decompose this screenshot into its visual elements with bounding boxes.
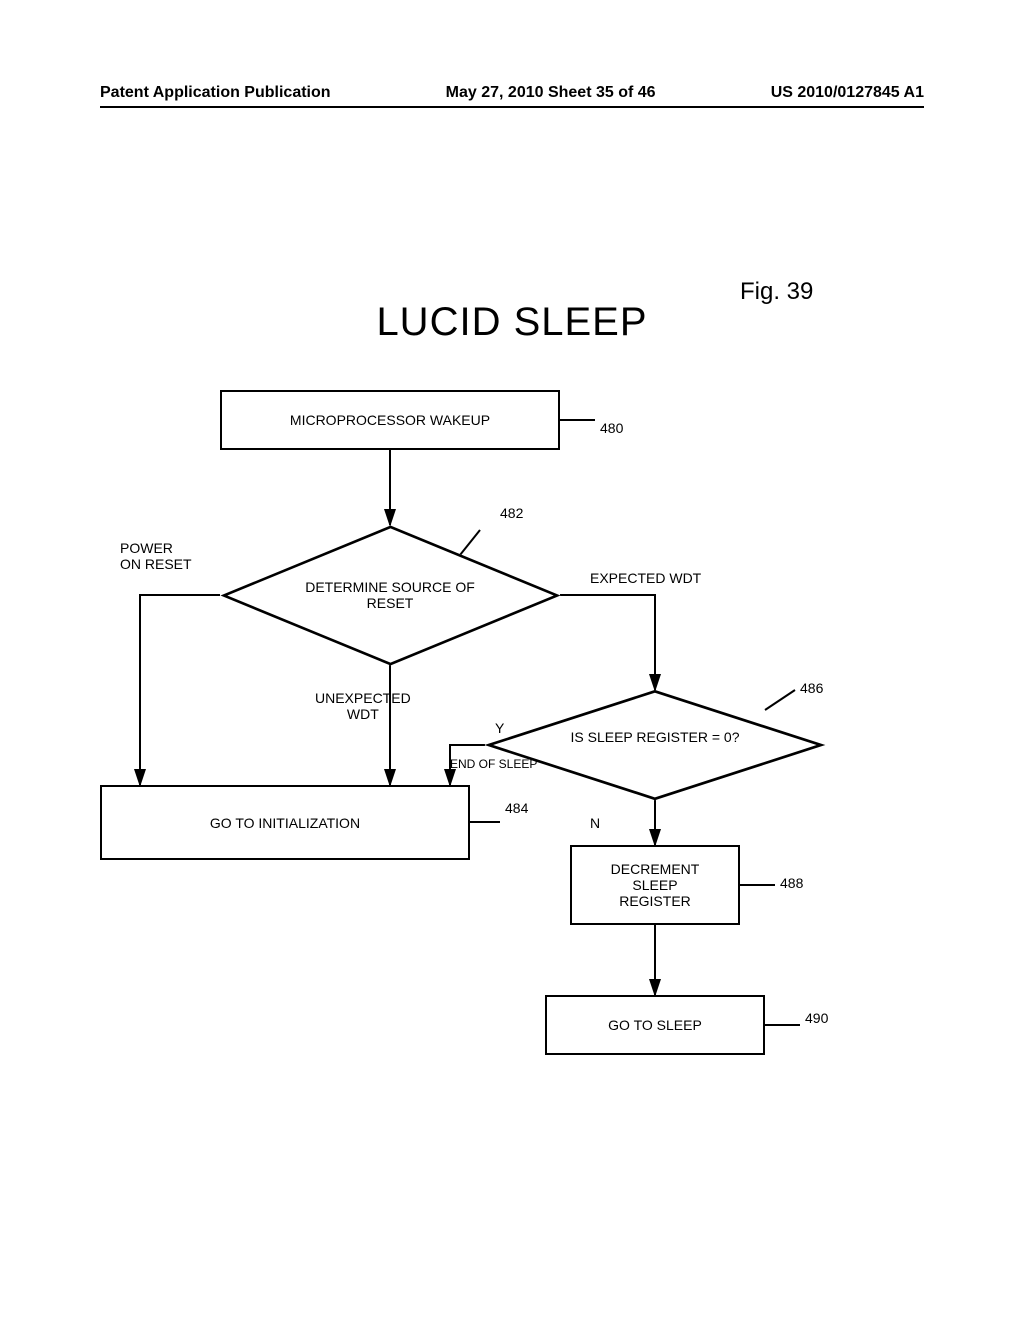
node-go-to-initialization: GO TO INITIALIZATION [100, 785, 470, 860]
node-label: MICROPROCESSOR WAKEUP [290, 412, 490, 428]
node-label: DETERMINE SOURCE OF RESET [220, 579, 560, 611]
ref-490: 490 [805, 1010, 828, 1026]
node-determine-source: DETERMINE SOURCE OF RESET [220, 525, 560, 665]
header-center: May 27, 2010 Sheet 35 of 46 [446, 84, 656, 102]
ref-486: 486 [800, 680, 823, 696]
node-label: DECREMENT SLEEP REGISTER [611, 861, 700, 909]
edge-label-no: N [590, 815, 600, 831]
ref-480: 480 [600, 420, 623, 436]
node-label: IS SLEEP REGISTER = 0? [485, 729, 825, 745]
ref-482: 482 [500, 505, 523, 521]
edge-label-end-of-sleep: END OF SLEEP [450, 757, 537, 771]
node-go-to-sleep: GO TO SLEEP [545, 995, 765, 1055]
header-right: US 2010/0127845 A1 [771, 84, 924, 102]
ref-484: 484 [505, 800, 528, 816]
node-label: GO TO SLEEP [608, 1017, 702, 1033]
node-label: GO TO INITIALIZATION [210, 815, 360, 831]
flowchart: MICROPROCESSOR WAKEUP GO TO INITIALIZATI… [100, 390, 924, 1090]
node-decrement-sleep-register: DECREMENT SLEEP REGISTER [570, 845, 740, 925]
edge-label-unexpected-wdt: UNEXPECTED WDT [315, 690, 411, 722]
ref-488: 488 [780, 875, 803, 891]
edge-label-expected-wdt: EXPECTED WDT [590, 570, 701, 586]
node-is-sleep-register-zero: IS SLEEP REGISTER = 0? [485, 690, 825, 800]
header-rule [100, 106, 924, 108]
diagram-title: LUCID SLEEP [0, 300, 1024, 345]
page: Patent Application Publication May 27, 2… [0, 0, 1024, 1320]
edge-label-power-on-reset: POWER ON RESET [120, 540, 192, 572]
header-left: Patent Application Publication [100, 84, 331, 102]
page-header: Patent Application Publication May 27, 2… [100, 84, 924, 102]
node-microprocessor-wakeup: MICROPROCESSOR WAKEUP [220, 390, 560, 450]
